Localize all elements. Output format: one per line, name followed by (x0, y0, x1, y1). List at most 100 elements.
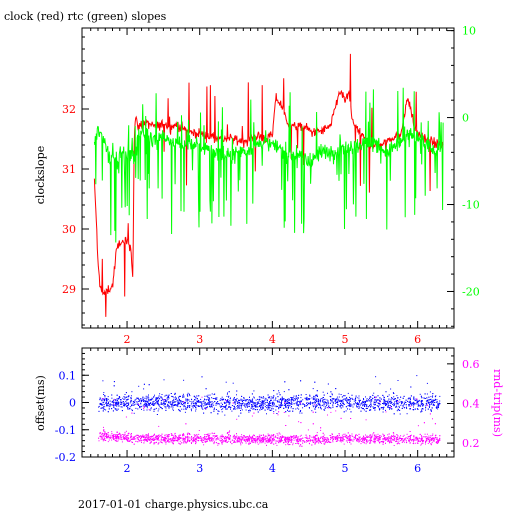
point-offset (340, 400, 342, 401)
point-rnd-trip (351, 433, 353, 435)
point-offset (280, 402, 282, 404)
point-offset (432, 404, 434, 406)
point-offset (330, 407, 332, 409)
point-offset (138, 398, 140, 400)
point-offset (288, 398, 290, 400)
point-offset (382, 407, 384, 408)
point-rnd-trip (346, 437, 348, 439)
point-offset (208, 399, 209, 401)
point-rnd-trip (309, 435, 311, 437)
point-rnd-trip (397, 437, 399, 439)
point-rnd-trip (275, 436, 276, 438)
point-offset (100, 403, 102, 405)
point-rnd-trip (332, 440, 334, 442)
point-offset (261, 402, 263, 404)
point-rnd-trip (388, 440, 390, 442)
point-offset (155, 398, 157, 400)
point-offset (138, 385, 140, 387)
point-offset (248, 410, 250, 412)
point-offset (104, 395, 106, 397)
point-offset (291, 397, 293, 399)
point-offset (174, 404, 176, 406)
point-offset (394, 398, 396, 399)
point-offset (266, 413, 267, 415)
point-offset (297, 399, 298, 401)
point-offset (160, 403, 162, 405)
point-rnd-trip (207, 438, 209, 440)
point-offset (435, 399, 436, 400)
point-offset (381, 407, 383, 409)
point-rnd-trip (365, 419, 367, 421)
point-rnd-trip (307, 438, 309, 439)
point-rnd-trip (300, 422, 302, 424)
point-offset (203, 402, 205, 404)
point-offset (254, 409, 256, 411)
point-rnd-trip (338, 434, 340, 436)
point-rnd-trip (185, 442, 187, 444)
point-offset (292, 408, 294, 410)
point-rnd-trip (420, 439, 422, 441)
point-offset (393, 404, 395, 406)
point-offset (181, 404, 183, 406)
point-offset (213, 410, 215, 412)
point-offset (103, 401, 105, 403)
point-offset (154, 408, 156, 410)
point-offset (254, 402, 256, 404)
point-rnd-trip (329, 439, 331, 441)
point-offset (265, 402, 267, 403)
point-rnd-trip (194, 434, 196, 436)
point-offset (332, 406, 334, 408)
series-offset-points (98, 375, 441, 417)
point-rnd-trip (159, 441, 161, 443)
point-rnd-trip (187, 440, 188, 442)
point-offset (305, 399, 307, 401)
point-offset (309, 394, 311, 396)
point-offset (207, 403, 209, 405)
point-offset (202, 408, 204, 410)
point-offset (406, 407, 408, 409)
point-offset (254, 404, 256, 406)
point-offset (278, 399, 280, 401)
point-offset (128, 395, 130, 397)
point-offset (225, 405, 227, 407)
point-rnd-trip (148, 439, 150, 440)
point-offset (417, 402, 419, 403)
point-rnd-trip (369, 434, 371, 436)
point-offset (160, 402, 162, 404)
point-rnd-trip (430, 444, 432, 446)
point-offset (213, 409, 215, 410)
point-offset (341, 396, 343, 398)
point-offset (382, 411, 384, 413)
point-rnd-trip (320, 429, 322, 431)
point-rnd-trip (387, 441, 389, 442)
point-rnd-trip (183, 401, 185, 403)
point-rnd-trip (267, 434, 269, 436)
point-offset (323, 403, 325, 405)
point-offset (228, 402, 230, 404)
point-rnd-trip (234, 438, 236, 440)
point-offset (412, 403, 414, 405)
point-offset (244, 405, 246, 407)
point-rnd-trip (132, 442, 133, 443)
point-offset (393, 405, 395, 407)
point-rnd-trip (436, 437, 438, 439)
point-offset (436, 399, 438, 401)
point-offset (290, 407, 292, 409)
point-offset (370, 402, 372, 404)
point-rnd-trip (270, 436, 272, 438)
point-rnd-trip (156, 437, 157, 439)
point-offset (266, 405, 268, 406)
point-offset (409, 400, 411, 402)
point-rnd-trip (431, 442, 433, 444)
point-offset (378, 399, 380, 401)
point-offset (413, 399, 415, 400)
point-offset (210, 402, 212, 404)
point-offset (156, 403, 158, 405)
point-offset (349, 403, 351, 405)
point-offset (267, 408, 269, 410)
point-offset (150, 399, 152, 401)
y2-tick-label: 0.2 (462, 437, 480, 450)
point-offset (425, 407, 427, 409)
point-offset (331, 401, 333, 403)
